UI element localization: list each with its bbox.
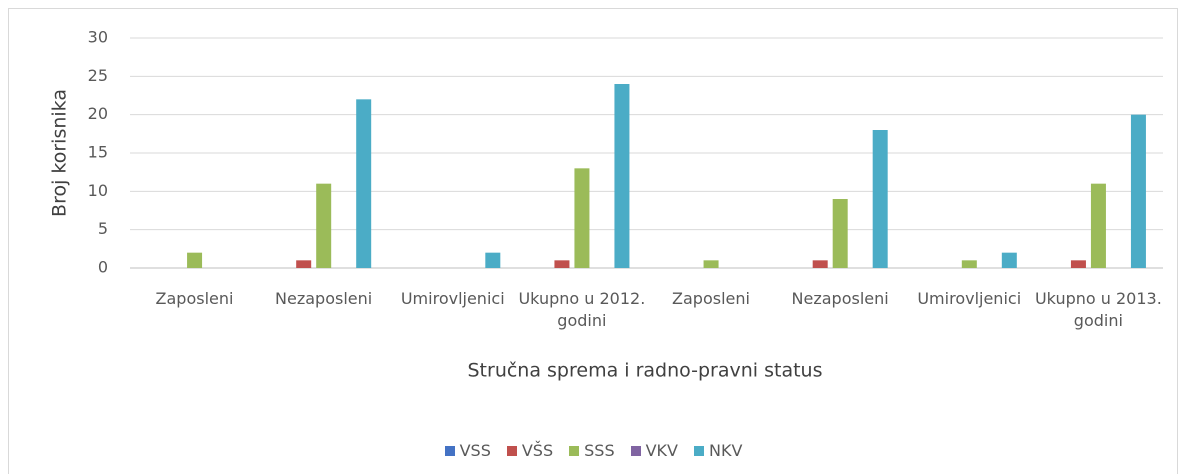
legend-label: SSS: [584, 441, 615, 460]
y-tick-label: 20: [88, 104, 108, 123]
x-tick-label: Zaposleni: [672, 289, 750, 308]
legend-label: NKV: [708, 441, 743, 460]
legend-label: VKV: [645, 441, 678, 460]
y-axis-title: Broj korisnika: [49, 89, 71, 217]
bar: [554, 260, 570, 268]
bar: [1130, 114, 1146, 269]
legend-label: VSS: [459, 441, 491, 460]
legend-item: VŠS: [506, 441, 554, 460]
bar: [812, 260, 828, 268]
y-tick-label: 30: [88, 28, 108, 47]
y-tick-label: 15: [88, 143, 108, 162]
bar: [1001, 252, 1017, 268]
bar: [485, 252, 501, 268]
legend-label: VŠS: [521, 441, 554, 460]
bar: [316, 183, 332, 268]
bar: [614, 84, 630, 268]
legend-item: VSS: [444, 441, 491, 460]
y-tick-label: 10: [88, 181, 108, 200]
bar: [296, 260, 312, 268]
legend-item: SSS: [569, 441, 615, 460]
bar: [356, 99, 372, 268]
legend-item: NKV: [693, 441, 743, 460]
x-tick-label: Nezaposleni: [791, 289, 889, 308]
legend-item: VKV: [630, 441, 678, 460]
bar: [832, 199, 848, 268]
bar: [1090, 183, 1106, 268]
y-tick-label: 5: [98, 219, 108, 238]
legend-swatch: [506, 445, 517, 456]
x-axis-title: Stručna sprema i radno-pravni status: [468, 360, 823, 382]
x-tick-label: Umirovljenici: [400, 289, 505, 308]
bar: [961, 260, 977, 268]
y-tick-label: 0: [98, 258, 108, 277]
bar: [1070, 260, 1086, 268]
x-tick-label: Umirovljenici: [917, 289, 1022, 308]
bar: [574, 168, 590, 268]
x-tick-label: Ukupno u 2013. godini: [1034, 289, 1162, 330]
x-tick-label: Zaposleni: [155, 289, 234, 308]
legend: VSS VŠS SSS VKV NKV: [0, 441, 1187, 460]
y-tick-label: 25: [88, 66, 108, 85]
bar: [872, 130, 888, 268]
legend-swatch: [444, 445, 455, 456]
bar: [187, 252, 203, 268]
x-tick-label: Nezaposleni: [275, 289, 373, 308]
legend-swatch: [569, 445, 580, 456]
x-tick-label: Ukupno u 2012. godini: [518, 289, 646, 330]
bar: [703, 260, 719, 268]
chart-frame: [8, 8, 1178, 474]
legend-swatch: [693, 445, 704, 456]
legend-swatch: [630, 445, 641, 456]
